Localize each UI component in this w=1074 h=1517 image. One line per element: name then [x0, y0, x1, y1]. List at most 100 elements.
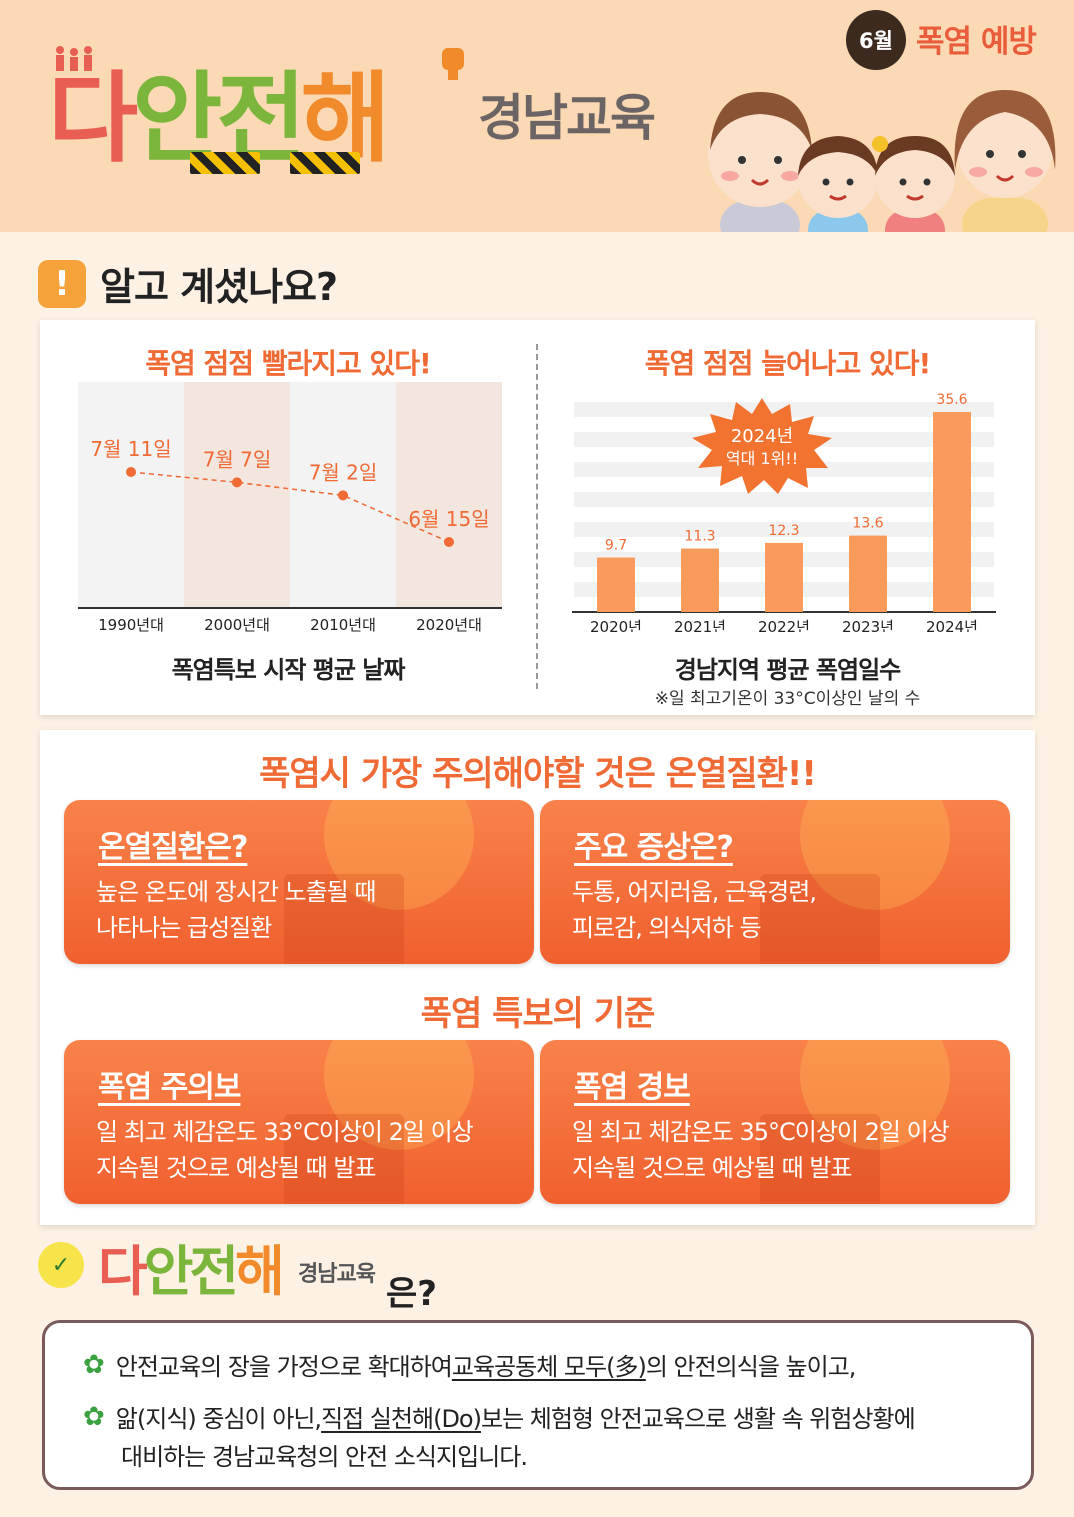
info-line: 나타나는 급성질환	[96, 914, 272, 942]
building-icon	[760, 1114, 880, 1204]
bar-value-label: 12.3	[768, 523, 799, 539]
small-logo: 다 안 전 해	[98, 1240, 285, 1303]
info-box-title: 온열질환은?	[98, 830, 248, 865]
data-point	[444, 537, 454, 547]
trend-line	[130, 471, 450, 543]
info-box-illness: 온열질환은? 높은 온도에 장시간 노출될 때 나타나는 급성질환	[64, 800, 534, 964]
data-label: 7월 11일	[90, 437, 171, 461]
stats-card: 폭염 점점 빨라지고 있다! 폭염 점점 늘어나고 있다! 7월 11일 1990…	[40, 320, 1035, 715]
intro-box: ✿ 안전교육의 장을 가정으로 확대하여 교육공동체 모두(多) 의 안전의식을…	[42, 1320, 1034, 1490]
small-logo-char: 해	[235, 1240, 285, 1303]
info-line: 피로감, 의식저하 등	[572, 914, 762, 942]
alert-criteria-heading: 폭염 특보의 기준	[420, 994, 656, 1034]
right-chart-caption: 경남지역 평균 폭염일수	[674, 656, 902, 684]
small-logo-char: 전	[189, 1240, 239, 1303]
lightbulb-icon: ✓	[38, 1242, 84, 1288]
data-point	[232, 477, 242, 488]
building-icon	[760, 874, 880, 964]
bar	[681, 548, 719, 612]
starburst-line1: 2024년	[731, 426, 793, 447]
month-badge: 6월	[846, 10, 906, 70]
section-title-know: ! 알고 계셨나요?	[38, 256, 338, 311]
category-label: 2024년	[926, 618, 978, 632]
small-logo-char: 다	[98, 1240, 148, 1303]
data-label: 6월 15일	[408, 507, 489, 531]
bar	[597, 557, 635, 612]
category-label: 2022년	[758, 618, 810, 632]
logo-char-2: 안	[132, 62, 222, 176]
category-label: 2021년	[674, 618, 726, 632]
info-line: 지속될 것으로 예상될 때 발표	[96, 1154, 376, 1182]
right-chart-title: 폭염 점점 늘어나고 있다!	[644, 347, 932, 380]
intro-line-2: ✿ 앎(지식) 중심이 아닌, 직접 실천해(Do) 보는 체험형 안전교육으로…	[83, 1399, 916, 1434]
bar	[765, 542, 803, 612]
info-box-title: 폭염 경보	[574, 1070, 691, 1105]
logo-char-4: 해	[300, 62, 391, 176]
children-illustration	[708, 90, 1056, 232]
intro-text: 앎(지식) 중심이 아닌,	[115, 1405, 322, 1433]
intro-text: 대비하는 경남교육청의 안전 소식지입니다.	[121, 1443, 528, 1471]
starburst-line2: 역대 1위!!	[726, 449, 798, 468]
logo-char-1: 다	[48, 62, 138, 176]
heatwave-days-chart: 9.7 2020년 11.3 2021년 12.3 2022년 13.6 2023년 35.6 2…	[572, 392, 996, 632]
info-line: 두통, 어지러움, 근육경련,	[572, 878, 817, 906]
info-line: 일 최고 체감온도 35°C이상이 2일 이상	[572, 1118, 950, 1146]
left-chart-title: 폭염 점점 빨라지고 있다!	[145, 347, 432, 380]
small-logo-char: 안	[143, 1240, 194, 1303]
category-label: 2000년대	[204, 616, 270, 632]
bar-value-label: 13.6	[852, 516, 883, 532]
data-label: 7월 7일	[203, 447, 272, 471]
intro-text: 안전교육의 장을 가정으로 확대하여	[115, 1353, 453, 1381]
category-label: 2010년대	[310, 616, 376, 632]
column-band	[78, 382, 184, 608]
logo: 다 안 전 해	[48, 62, 391, 176]
data-point	[338, 490, 348, 501]
small-logo-subtitle: 경남교육	[298, 1262, 376, 1287]
bar-value-label: 35.6	[936, 392, 967, 408]
info-box-title: 폭염 주의보	[98, 1070, 241, 1105]
intro-underlined: 교육공동체 모두(多)	[451, 1353, 647, 1381]
building-icon	[284, 874, 404, 964]
info-box-text: 두통, 어지러움, 근육경련, 피로감, 의식저하 등	[572, 874, 817, 946]
right-chart-note: ※일 최고기온이 33°C이상인 날의 수	[654, 689, 921, 709]
intro-suffix: 은?	[386, 1274, 438, 1314]
hazard-stripe-icon	[190, 152, 260, 174]
bar	[933, 412, 971, 612]
intro-text: 의 안전의식을 높이고,	[645, 1353, 857, 1381]
column-band	[396, 382, 502, 608]
heat-illness-card: 폭염시 가장 주의해야할 것은 온열질환!! 온열질환은? 높은 온도에 장시간…	[40, 730, 1035, 1225]
exclamation-icon: !	[38, 259, 86, 308]
bar-value-label: 9.7	[605, 538, 627, 554]
info-box-symptoms: 주요 증상은? 두통, 어지러움, 근육경련, 피로감, 의식저하 등	[540, 800, 1010, 964]
record-starburst-badge: 2024년 역대 1위!!	[692, 398, 832, 494]
family-figure-icon	[56, 46, 92, 71]
intro-line-1: ✿ 안전교육의 장을 가정으로 확대하여 교육공동체 모두(多) 의 안전의식을…	[83, 1347, 857, 1382]
info-line: 일 최고 체감온도 33°C이상이 2일 이상	[96, 1118, 474, 1146]
heat-illness-heading: 폭염시 가장 주의해야할 것은 온열질환!!	[259, 754, 817, 794]
logo-subtitle: 경남교육	[478, 89, 656, 147]
category-label: 2020년대	[416, 616, 482, 632]
bar	[849, 535, 887, 612]
grid-band	[574, 492, 994, 507]
hazard-stripe-icon	[290, 152, 360, 174]
header: 다 안 전 해 경남교육 6월 폭염 예방	[0, 0, 1074, 232]
bar-value-label: 11.3	[684, 529, 715, 545]
chart-divider	[536, 344, 538, 689]
clover-icon: ✿	[83, 1401, 105, 1432]
fist-icon	[442, 48, 464, 80]
category-label: 2020년	[590, 618, 642, 632]
left-chart-caption: 폭염특보 시작 평균 날짜	[171, 656, 406, 684]
info-line: 지속될 것으로 예상될 때 발표	[572, 1154, 852, 1182]
grid-band	[574, 522, 994, 537]
intro-underlined: 직접 실천해(Do)	[321, 1405, 482, 1433]
category-label: 1990년대	[98, 616, 164, 632]
column-band	[184, 382, 290, 608]
clover-icon: ✿	[83, 1349, 105, 1380]
intro-line-3: 대비하는 경남교육청의 안전 소식지입니다.	[121, 1437, 528, 1472]
data-point	[126, 467, 136, 477]
heatwave-start-date-chart: 7월 11일 1990년대 7월 7일 2000년대 7월 2일 2010년대 6월 15일…	[78, 382, 502, 632]
